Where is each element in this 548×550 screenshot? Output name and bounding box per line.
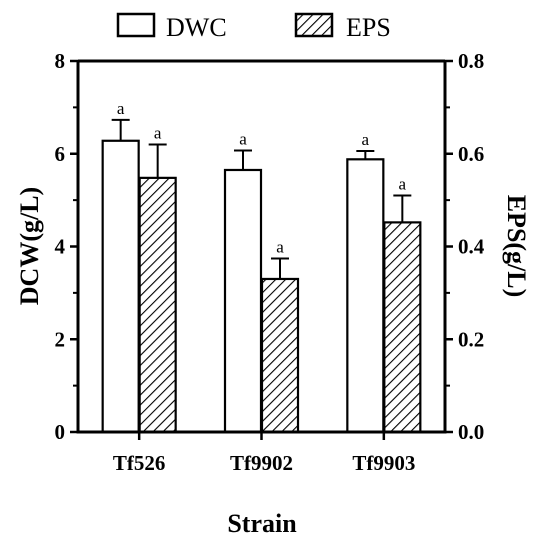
y-tick-label-left: 8 — [55, 49, 66, 73]
significance-label: a — [117, 99, 125, 118]
significance-label: a — [239, 130, 247, 149]
y-axis-title-left: DCW(g/L) — [15, 187, 44, 305]
legend-swatch-dwc — [116, 12, 156, 38]
y-tick-label-left: 0 — [55, 420, 66, 444]
x-tick-label: Tf9902 — [230, 451, 293, 475]
significance-label: a — [154, 123, 162, 142]
bar-eps-tf526 — [138, 176, 177, 434]
x-tick-label: Tf9903 — [352, 451, 415, 475]
legend-label-eps: EPS — [346, 13, 391, 42]
legend-swatch-eps — [294, 12, 334, 38]
y-tick-label-left: 2 — [55, 327, 66, 351]
y-tick-label-right: 0.6 — [458, 142, 484, 166]
y-tick-label-left: 4 — [55, 235, 66, 259]
y-tick-label-left: 6 — [55, 142, 66, 166]
bar-eps-tf9902 — [260, 277, 300, 434]
significance-label: a — [399, 174, 407, 193]
legend: DWC EPS — [116, 12, 391, 42]
legend-label-dwc: DWC — [166, 13, 227, 42]
significance-label: a — [362, 130, 370, 149]
x-axis-title: Strain — [227, 509, 297, 538]
bar-dwc-tf9903 — [346, 158, 385, 434]
x-tick-label: Tf526 — [113, 451, 166, 475]
y-tick-label-right: 0.4 — [458, 235, 485, 259]
significance-label: a — [276, 238, 284, 257]
bar-dwc-tf9902 — [223, 168, 263, 434]
y-tick-label-right: 0.2 — [458, 327, 484, 351]
y-axis-title-right: EPS(g/L) — [502, 195, 531, 298]
y-tick-label-right: 0.0 — [458, 420, 484, 444]
y-tick-label-right: 0.8 — [458, 49, 484, 73]
bar-eps-tf9903 — [383, 221, 422, 434]
bar-dwc-tf526 — [101, 139, 140, 434]
